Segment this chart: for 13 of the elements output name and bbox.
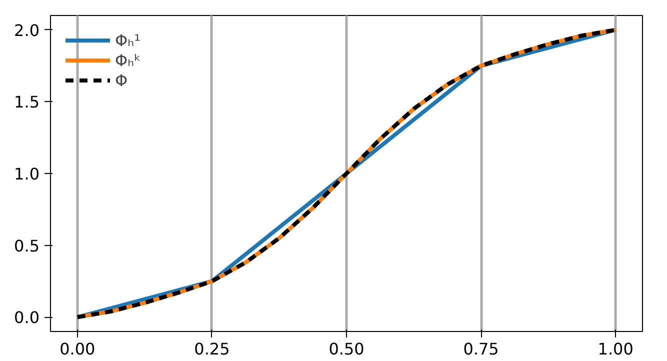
legend-label: Φₕ¹ bbox=[115, 30, 140, 50]
legend-label: Φₕᵏ bbox=[115, 50, 141, 70]
y-tick-label: 1.0 bbox=[14, 164, 40, 184]
legend-label: Φ bbox=[115, 70, 129, 90]
y-tick-label: 0.0 bbox=[14, 308, 40, 328]
y-tick-label: 1.5 bbox=[14, 92, 40, 112]
x-tick-label: 1.00 bbox=[598, 340, 634, 358]
x-tick-label: 0.50 bbox=[328, 340, 364, 358]
y-tick-label: 0.5 bbox=[14, 236, 40, 256]
x-tick-label: 0.75 bbox=[463, 340, 499, 358]
y-tick-label: 2.0 bbox=[14, 20, 40, 40]
x-tick-label: 0.25 bbox=[194, 340, 230, 358]
x-tick-label: 0.00 bbox=[60, 340, 96, 358]
